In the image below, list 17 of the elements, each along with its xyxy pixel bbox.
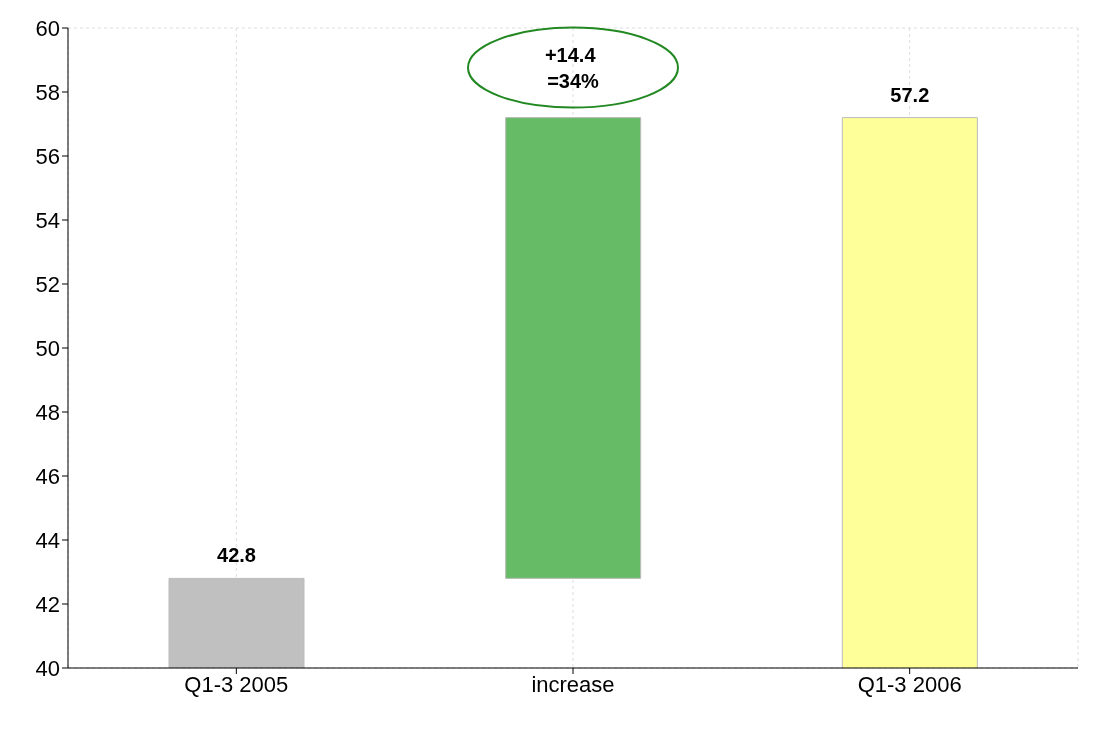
- y-tick-label: 60: [35, 15, 60, 41]
- y-tick-label: 48: [35, 399, 60, 425]
- y-tick-label: 44: [35, 527, 60, 553]
- annotation: +14.4 =34%: [544, 43, 602, 92]
- y-tick-label: 50: [35, 335, 60, 361]
- y-tick-label: 52: [35, 271, 60, 297]
- y-tick-label: 58: [35, 79, 60, 105]
- y-tick-label: 40: [35, 655, 60, 681]
- x-tick-label: increase: [531, 671, 615, 697]
- data-label: 42.8: [217, 544, 256, 567]
- x-tick-label: Q1-3 2006: [857, 671, 962, 697]
- y-tick-label: 56: [35, 143, 60, 169]
- x-tick-label: Q1-3 2005: [184, 671, 289, 697]
- y-tick-label: 54: [35, 207, 60, 233]
- y-tick-label: 42: [35, 591, 60, 617]
- data-label: 57.2: [890, 83, 930, 106]
- y-tick-label: 46: [35, 463, 60, 489]
